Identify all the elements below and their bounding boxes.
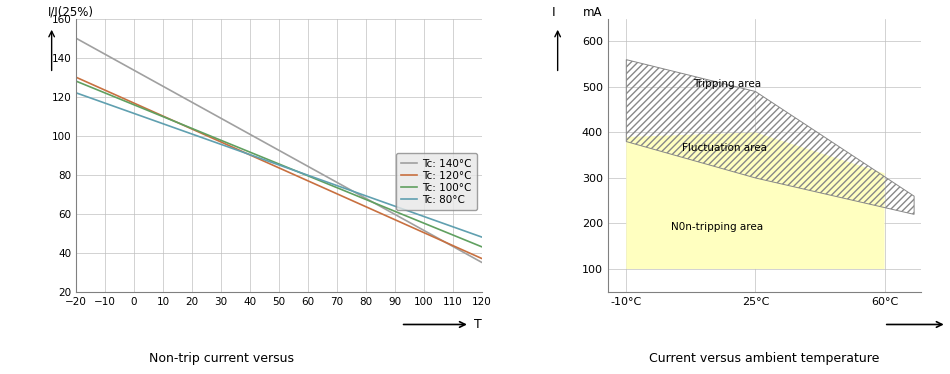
Text: Current versus ambient temperature: Current versus ambient temperature bbox=[650, 352, 880, 365]
Text: Tripping area: Tripping area bbox=[693, 79, 761, 89]
Polygon shape bbox=[626, 132, 884, 269]
Text: T: T bbox=[474, 318, 482, 331]
Text: mA: mA bbox=[582, 6, 602, 19]
Legend: Tc: 140°C, Tc: 120°C, Tc: 100°C, Tc: 80°C: Tc: 140°C, Tc: 120°C, Tc: 100°C, Tc: 80°… bbox=[396, 153, 477, 210]
Text: N0n-tripping area: N0n-tripping area bbox=[671, 222, 763, 232]
Text: Fluctuation area: Fluctuation area bbox=[682, 142, 767, 153]
Text: I: I bbox=[551, 6, 555, 19]
Text: Non-trip current versus: Non-trip current versus bbox=[149, 352, 294, 365]
Text: I/I(25%): I/I(25%) bbox=[48, 6, 94, 19]
